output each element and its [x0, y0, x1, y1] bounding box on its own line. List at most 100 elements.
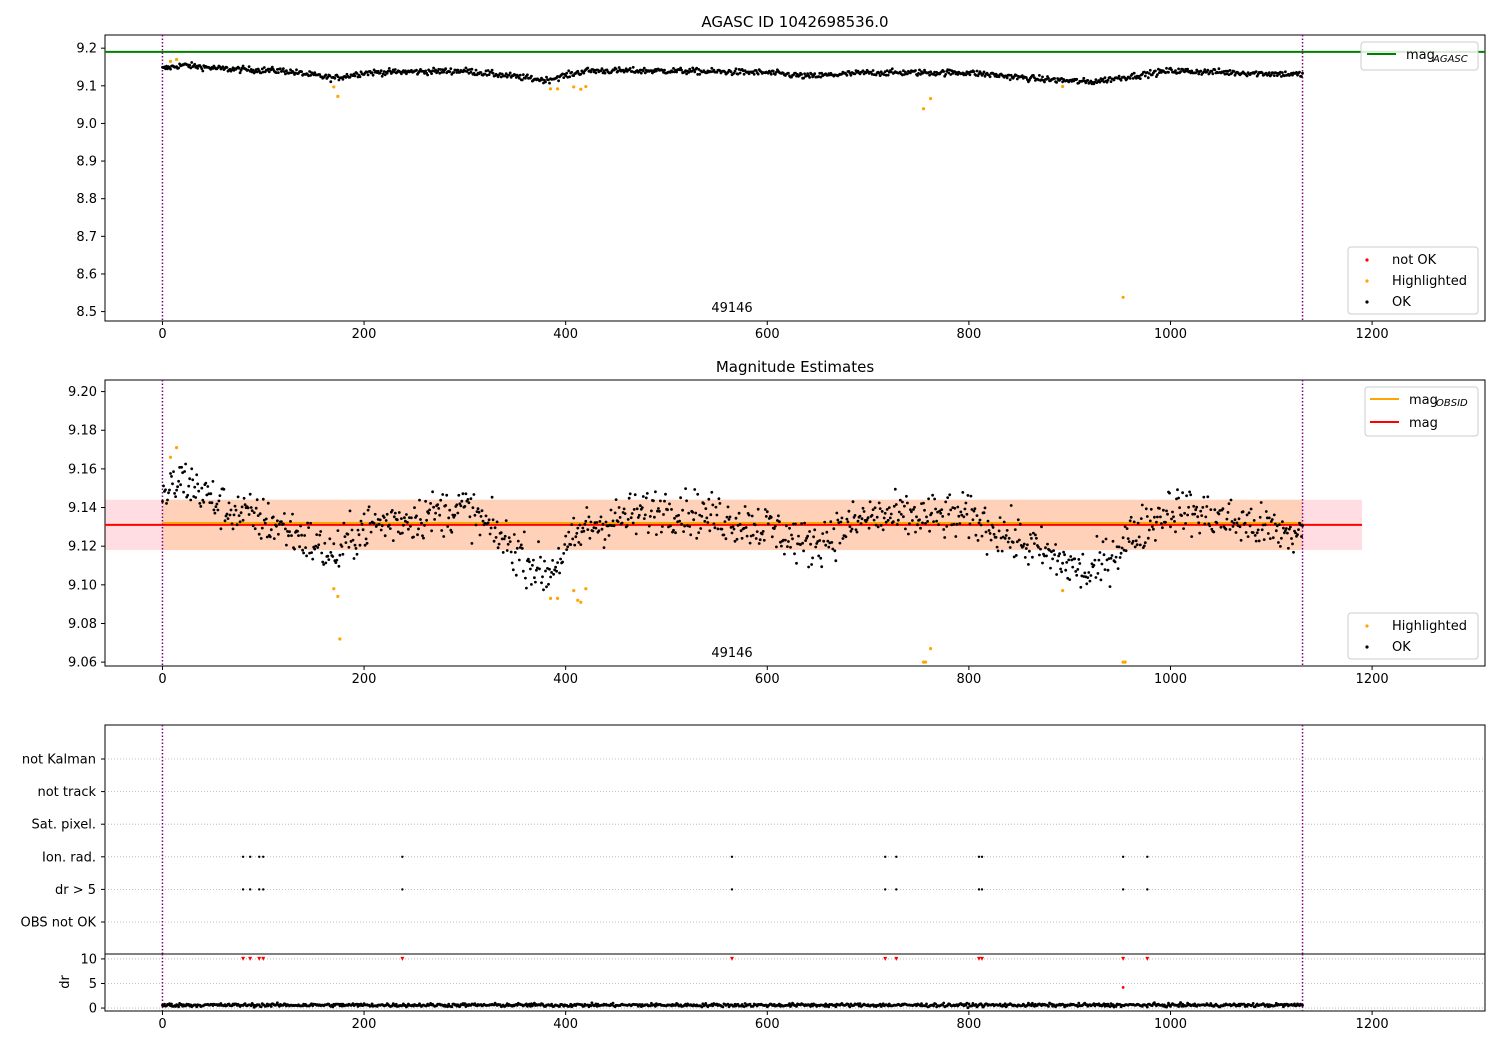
ok-point [545, 75, 548, 79]
flag-point [884, 888, 887, 891]
ok-point [251, 68, 255, 72]
ok-point [521, 569, 525, 573]
ok-point [1160, 522, 1163, 525]
highlighted-point [332, 85, 336, 89]
ok-point [651, 71, 654, 75]
ok-point [773, 524, 777, 528]
ok-point [734, 516, 738, 520]
ok-point [513, 551, 517, 554]
dr-point [824, 1002, 828, 1006]
ok-point [1131, 539, 1135, 543]
ok-point [1198, 531, 1202, 535]
ok-point [998, 516, 1002, 519]
ok-point [731, 525, 735, 528]
ok-point [685, 499, 688, 503]
ok-point [260, 526, 264, 530]
ok-point [1057, 554, 1060, 558]
ok-point [1267, 516, 1271, 520]
highlighted-point [332, 587, 336, 591]
ok-point [949, 73, 953, 76]
ok-point [648, 515, 652, 518]
ok-point [372, 522, 376, 525]
ok-point [1172, 515, 1175, 519]
ok-point [362, 512, 366, 516]
ok-point [1047, 77, 1050, 80]
ok-point [520, 78, 524, 82]
ok-point [870, 513, 874, 517]
ok-point [247, 513, 251, 516]
ok-point [1128, 519, 1132, 523]
ok-point [975, 514, 979, 517]
ok-point [491, 71, 495, 75]
ok-point [1224, 69, 1228, 73]
ok-point [903, 504, 906, 508]
ok-point [876, 525, 880, 529]
dr-point [721, 1005, 725, 1009]
dr-capped-marker [1145, 956, 1150, 961]
ok-point [804, 539, 807, 542]
ok-point [309, 74, 312, 77]
ok-point [1219, 525, 1223, 529]
ok-point [760, 532, 764, 536]
ok-point [1023, 556, 1027, 559]
dr-point [748, 1002, 752, 1006]
ok-point [484, 69, 488, 73]
ok-point [544, 569, 547, 573]
ok-point [650, 69, 653, 73]
ok-point [287, 534, 290, 538]
ok-point [1043, 80, 1046, 84]
ok-point [672, 528, 675, 532]
ok-point [1217, 512, 1221, 516]
ok-point [283, 512, 286, 515]
ok-point [439, 498, 443, 502]
ok-point [1000, 549, 1004, 553]
ok-point [188, 63, 192, 67]
ok-point [639, 71, 643, 75]
ok-point [474, 68, 478, 72]
ok-point [681, 508, 684, 512]
ok-point [931, 493, 934, 497]
ok-point [326, 75, 330, 79]
ok-point [1277, 541, 1280, 544]
ok-point [853, 514, 857, 517]
ok-point [262, 518, 266, 522]
ok-point [557, 79, 560, 83]
ok-point [838, 541, 842, 545]
ok-point [490, 68, 494, 72]
ok-point [741, 69, 745, 72]
ok-point [724, 537, 728, 541]
ok-point [1186, 513, 1189, 517]
ok-point [196, 482, 200, 486]
ok-point [534, 580, 537, 584]
ok-point [1065, 561, 1069, 564]
ok-point [677, 513, 680, 517]
ok-point [849, 529, 853, 533]
ok-point [1138, 77, 1142, 80]
ok-point [905, 494, 908, 498]
ok-point [817, 554, 821, 558]
ok-point [422, 536, 425, 540]
dr-point [920, 1002, 923, 1006]
ok-point [471, 506, 475, 510]
ok-point [994, 535, 998, 539]
ok-point [1004, 534, 1008, 537]
ok-point [695, 66, 699, 70]
ok-point [642, 517, 646, 520]
ok-point [1015, 77, 1019, 81]
ok-point [1108, 76, 1112, 79]
ok-point [889, 70, 893, 74]
ok-point [282, 67, 285, 70]
ok-point [598, 520, 602, 523]
ok-point [820, 71, 824, 75]
ok-point [1142, 544, 1146, 548]
ok-point [602, 546, 606, 549]
ok-point [947, 512, 951, 516]
ok-point [225, 66, 229, 69]
ok-point [1060, 570, 1063, 574]
ok-point [871, 69, 875, 72]
ok-point [839, 520, 843, 524]
ok-point [874, 73, 878, 77]
agasc-magnitude-panel: 0 200 400 600 800 1000 1200 8.5 8.6 8.7 8.8 8.9 9.0 9… [76, 34, 1486, 342]
ok-point [1034, 533, 1037, 537]
ok-point [547, 582, 550, 586]
